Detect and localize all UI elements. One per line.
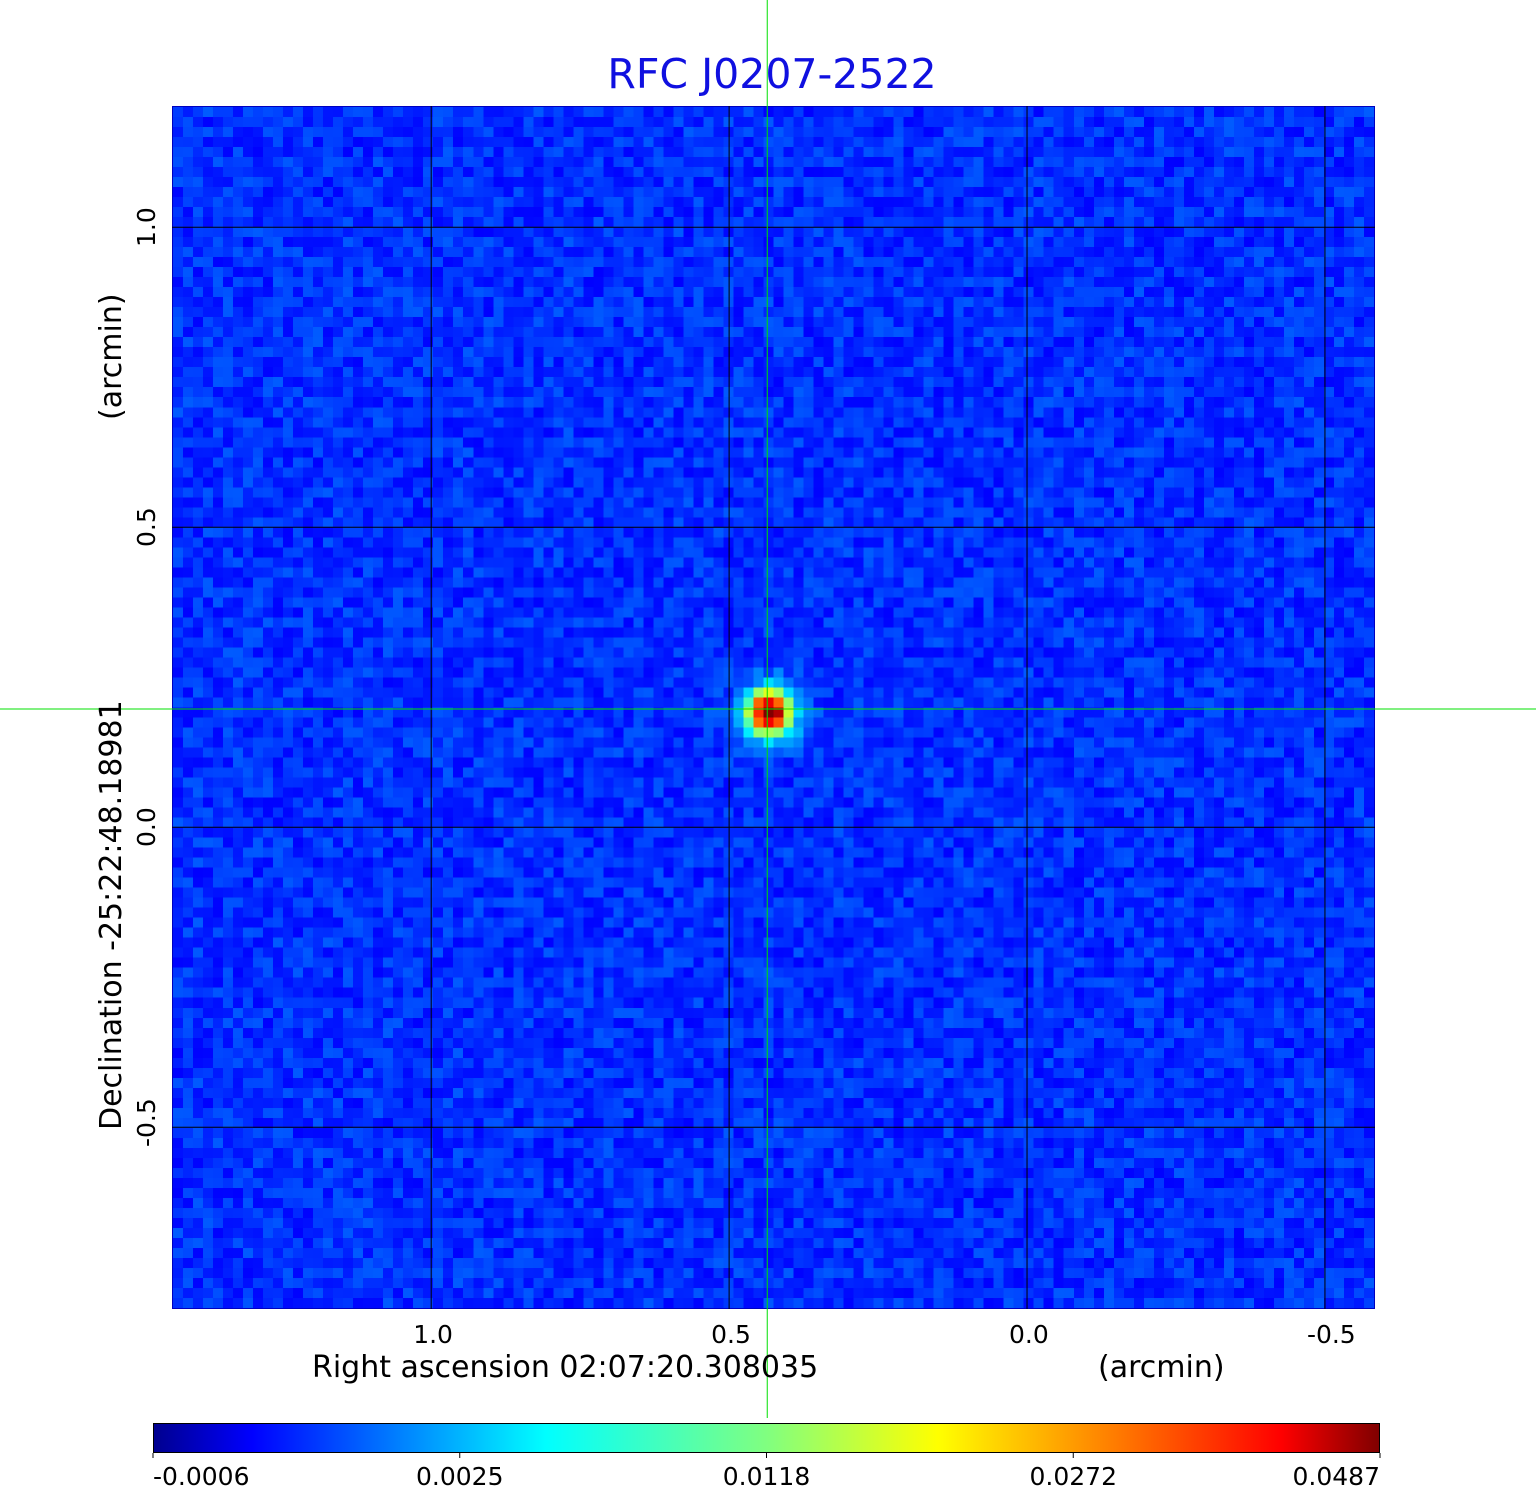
colorbar-tick-label: -0.0006 — [153, 1462, 250, 1491]
x-tick-label: 1.0 — [413, 1320, 453, 1349]
x-tick-label: 0.0 — [1009, 1320, 1049, 1349]
x-axis-unit: (arcmin) — [1098, 1350, 1225, 1385]
colorbar-tick-label: 0.0487 — [1292, 1462, 1380, 1491]
chart-title: RFC J0207-2522 — [607, 50, 937, 98]
y-tick-label: -0.5 — [132, 1098, 161, 1148]
y-axis-label: Declination -25:22:48.18981 — [94, 700, 129, 1130]
x-axis-label: Right ascension 02:07:20.308035 — [312, 1350, 819, 1385]
image-plot[interactable] — [172, 106, 1375, 1309]
x-tick-label: -0.5 — [1306, 1320, 1356, 1349]
y-tick-label: 1.0 — [132, 207, 161, 248]
sky-image — [173, 107, 1374, 1308]
y-tick-label: 0.0 — [132, 807, 161, 848]
colorbar — [153, 1423, 1380, 1453]
y-tick-label: 0.5 — [132, 507, 161, 548]
colorbar-tick-label: 0.0025 — [416, 1462, 504, 1491]
x-tick-label: 0.5 — [711, 1320, 751, 1349]
colorbar-tick-label: 0.0272 — [1029, 1462, 1117, 1491]
y-axis-unit: (arcmin) — [94, 293, 129, 420]
colorbar-tick-label: 0.0118 — [722, 1462, 811, 1491]
